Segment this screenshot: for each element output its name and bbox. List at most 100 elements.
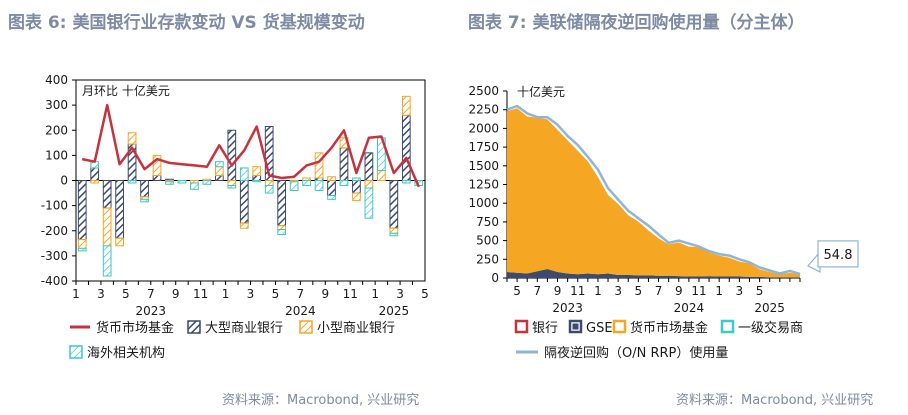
legend-swatch (299, 320, 313, 334)
bar-teal-2024-09 (327, 195, 336, 200)
bar-teal-2024-04 (264, 185, 274, 194)
bar-orange-2024-03 (252, 166, 262, 176)
x-tick-label: 1 (72, 287, 80, 301)
bar-orange-2025-03 (401, 95, 411, 116)
legend-label: 海外相关机构 (87, 346, 165, 361)
bar-orange-2024-12 (364, 180, 374, 189)
x-tick-label: 7 (297, 287, 305, 301)
right-x-tick-label: 11 (691, 284, 706, 298)
legend-label: 小型商业银行 (317, 321, 395, 336)
left-source-note: 资料来源：Macrobond, 兴业研究 (222, 393, 420, 408)
bar-teal-2024-08 (314, 180, 324, 192)
right-x-tick-label: 11 (570, 284, 585, 298)
rrp-total-line (506, 104, 801, 276)
right-x-tick-label: 3 (614, 284, 622, 298)
bar-teal-2024-11 (352, 177, 361, 182)
area-GSE (507, 269, 800, 278)
right-legend-label: GSE (586, 321, 613, 336)
bar-navy-2023-03 (102, 180, 112, 209)
x-tick-label: 11 (193, 287, 208, 301)
bar-navy-2023-12 (214, 174, 224, 182)
y-tick-label: -200 (41, 224, 68, 238)
x-tick-label: 5 (421, 287, 429, 301)
right-year-label: 2025 (754, 301, 785, 315)
bar-teal-2024-06 (289, 181, 299, 192)
bar-teal-2025-02 (389, 232, 399, 237)
bar-teal-2025-03 (401, 180, 411, 184)
right-y-tick-label: 500 (476, 234, 499, 248)
x-tick-label: 9 (172, 287, 180, 301)
bar-navy-2024-11 (352, 180, 361, 194)
right-chart-title: 图表 7: 美联储隔夜逆回购使用量（分主体） (468, 13, 805, 33)
bar-teal-2024-03 (252, 180, 262, 183)
right-year-label: 2023 (552, 301, 583, 315)
bar-navy-2025-03 (401, 114, 411, 181)
year-label: 2024 (285, 304, 316, 318)
callout-value: 54.8 (824, 248, 853, 263)
x-tick-label: 3 (97, 287, 105, 301)
right-x-tick-label: 9 (554, 284, 562, 298)
bar-teal-2024-10 (339, 180, 349, 187)
y-tick-label: 100 (45, 148, 68, 162)
bar-navy-2023-02 (90, 167, 100, 181)
bar-navy-2024-03 (252, 174, 262, 182)
x-tick-label: 3 (247, 287, 255, 301)
right-legend-swatch (612, 319, 627, 334)
bar-teal-2023-10 (190, 182, 199, 190)
right-legend-label: 一级交易商 (738, 320, 803, 336)
right-legend-swatch (514, 319, 529, 334)
callout-box (817, 240, 859, 268)
bar-teal-2023-08 (165, 181, 174, 185)
right-legend-label: 银行 (532, 321, 558, 336)
legend-swatch (69, 345, 83, 359)
right-y-tick-label: 2000 (468, 121, 499, 135)
bar-teal-2024-12 (364, 187, 374, 219)
right-legend-swatch (720, 319, 735, 334)
bar-navy-2023-06 (140, 180, 149, 198)
right-legend-swatch-fill (572, 323, 579, 330)
legend-label: 大型商业银行 (205, 321, 283, 336)
x-tick-label: 5 (272, 287, 280, 301)
bar-navy-2023-07 (152, 174, 162, 182)
right-y-tick-label: 750 (476, 215, 499, 229)
y-tick-label: 0 (60, 174, 68, 188)
bar-teal-2023-09 (177, 180, 187, 184)
bar-teal-2023-11 (202, 180, 212, 185)
right-y-tick-label: 2250 (468, 103, 499, 117)
right-x-tick-label: 1 (594, 284, 602, 298)
right-y-tick-label: 0 (491, 271, 499, 285)
bar-teal-2023-05 (127, 180, 137, 184)
bar-navy-2023-01 (77, 180, 87, 241)
bar-orange-2023-05 (127, 132, 137, 145)
y-tick-label: -100 (41, 199, 68, 213)
bar-orange-2024-08 (314, 152, 324, 179)
bar-orange-2023-04 (115, 237, 124, 247)
mmf-line (81, 103, 420, 188)
right-x-tick-label: 7 (533, 284, 541, 298)
bar-orange-2024-05 (277, 225, 287, 230)
legend-swatch (187, 320, 201, 334)
bar-teal-2023-12 (214, 161, 224, 168)
right-legend-label: 货币市场基金 (630, 320, 708, 336)
bar-teal-2024-05 (277, 228, 287, 236)
right-x-tick-label: 3 (736, 284, 744, 298)
right-x-tick-label: 9 (675, 284, 683, 298)
bar-teal-2024-02 (239, 167, 249, 181)
right-x-tick-label: 1 (715, 284, 723, 298)
x-tick-label: 11 (343, 287, 358, 301)
bar-navy-2024-01 (227, 129, 237, 181)
y-tick-label: 300 (45, 98, 68, 112)
left-chart-title: 图表 6: 美国银行业存款变动 VS 货基规模变动 (8, 13, 365, 33)
bar-orange-2024-02 (239, 222, 249, 229)
x-tick-label: 1 (371, 287, 379, 301)
right-y-tick-label: 1000 (468, 196, 499, 210)
area-货币市场基金 (507, 108, 800, 278)
right-x-tick-label: 5 (513, 284, 521, 298)
bar-orange-2024-04 (264, 180, 274, 187)
right-legend-label: 隔夜逆回购（O/N RRP）使用量 (544, 345, 728, 361)
right-y-tick-label: 1250 (468, 178, 499, 192)
bar-orange-2024-09 (327, 176, 336, 181)
right-y-tick-label: 2500 (468, 84, 499, 98)
x-tick-label: 5 (122, 287, 130, 301)
bar-teal-2023-03 (102, 245, 112, 277)
